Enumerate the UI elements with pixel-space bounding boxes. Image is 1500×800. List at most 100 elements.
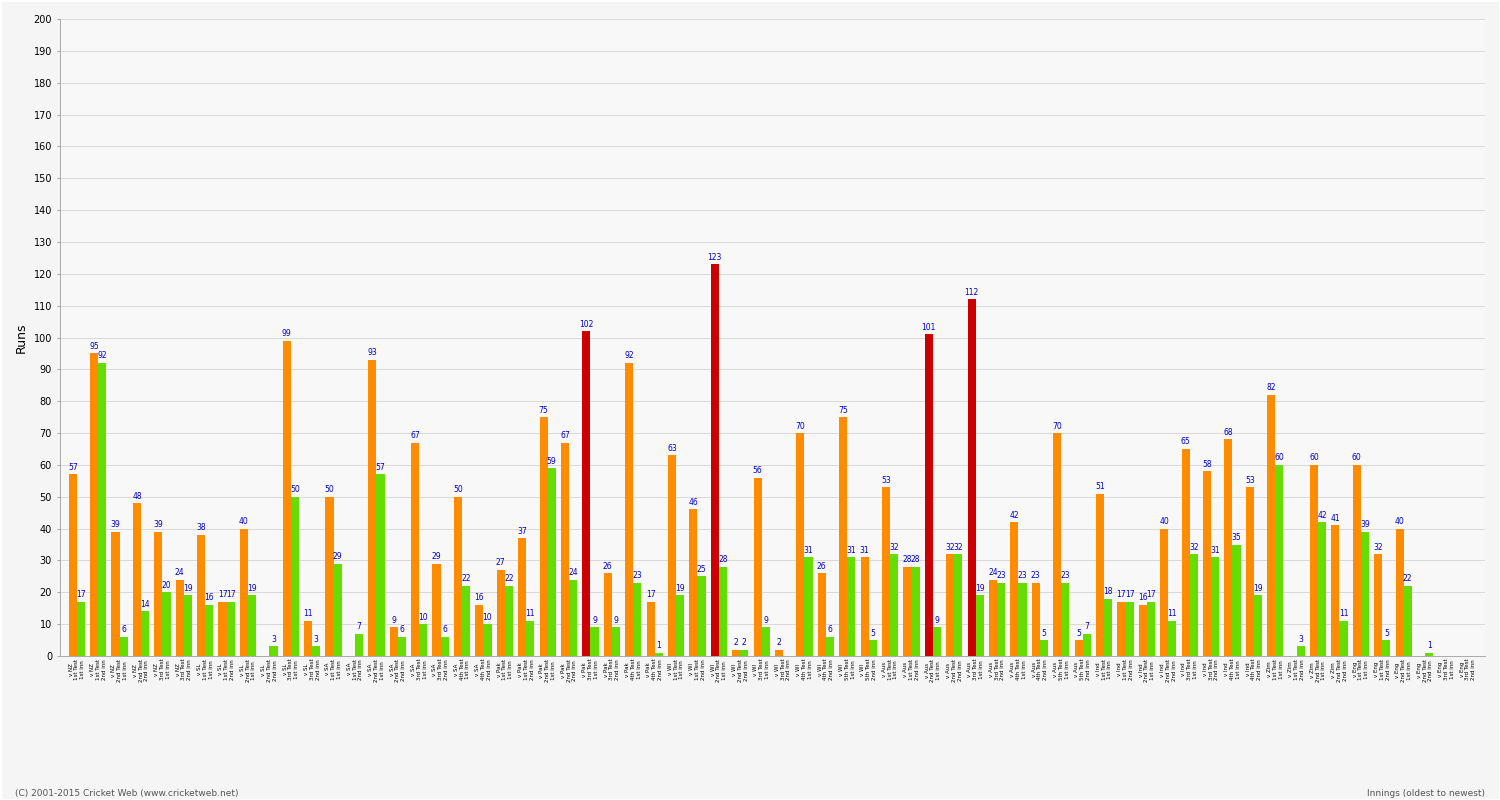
Bar <box>483 624 492 656</box>
Text: 24: 24 <box>988 568 998 577</box>
Bar <box>839 417 848 656</box>
Bar <box>561 442 568 656</box>
Bar <box>462 586 470 656</box>
Bar <box>141 611 148 656</box>
Text: 99: 99 <box>282 329 291 338</box>
Text: 5: 5 <box>1076 629 1082 638</box>
Bar <box>1404 586 1411 656</box>
Text: 60: 60 <box>1310 454 1318 462</box>
Text: 67: 67 <box>411 431 420 440</box>
Bar <box>206 605 213 656</box>
Bar <box>120 637 128 656</box>
Bar <box>441 637 448 656</box>
Bar <box>1275 465 1284 656</box>
Text: 16: 16 <box>474 594 484 602</box>
Bar <box>804 558 813 656</box>
Bar <box>796 433 804 656</box>
Text: 19: 19 <box>248 584 256 593</box>
Bar <box>1062 582 1070 656</box>
Text: 57: 57 <box>68 463 78 472</box>
Bar <box>476 605 483 656</box>
Text: 35: 35 <box>1232 533 1242 542</box>
Text: 40: 40 <box>238 517 249 526</box>
Text: 56: 56 <box>753 466 762 475</box>
Bar <box>711 264 718 656</box>
Bar <box>226 602 236 656</box>
Bar <box>1332 526 1340 656</box>
Text: 31: 31 <box>1210 546 1219 554</box>
Bar <box>732 650 740 656</box>
Bar <box>98 363 106 656</box>
Text: 51: 51 <box>1095 482 1106 491</box>
Text: 93: 93 <box>368 348 376 358</box>
Bar <box>291 497 298 656</box>
Text: 17: 17 <box>76 590 86 599</box>
Text: 9: 9 <box>592 616 597 625</box>
Text: 123: 123 <box>708 253 722 262</box>
Bar <box>1318 522 1326 656</box>
Text: 10: 10 <box>483 613 492 622</box>
Bar <box>924 334 933 656</box>
Text: 50: 50 <box>453 486 464 494</box>
Bar <box>676 595 684 656</box>
Text: 16: 16 <box>204 594 214 602</box>
Text: 32: 32 <box>945 542 956 551</box>
Text: 11: 11 <box>1167 610 1178 618</box>
Text: 29: 29 <box>432 552 441 561</box>
Bar <box>154 532 162 656</box>
Bar <box>861 558 868 656</box>
Text: 95: 95 <box>90 342 99 351</box>
Bar <box>326 497 333 656</box>
Bar <box>954 554 963 656</box>
Bar <box>304 621 312 656</box>
Bar <box>946 554 954 656</box>
Bar <box>1374 554 1383 656</box>
Text: 3: 3 <box>1299 635 1304 644</box>
Bar <box>1353 465 1360 656</box>
Text: 32: 32 <box>954 542 963 551</box>
Bar <box>506 586 513 656</box>
Text: 24: 24 <box>176 568 184 577</box>
Text: 3: 3 <box>272 635 276 644</box>
Text: 65: 65 <box>1180 438 1191 446</box>
Bar <box>184 595 192 656</box>
Bar <box>248 595 256 656</box>
Bar <box>432 564 441 656</box>
Text: 32: 32 <box>1190 542 1198 551</box>
Text: 27: 27 <box>496 558 506 567</box>
Text: 22: 22 <box>504 574 513 583</box>
Text: 39: 39 <box>1360 520 1370 530</box>
Bar <box>454 497 462 656</box>
Bar <box>282 341 291 656</box>
Bar <box>90 354 98 656</box>
Bar <box>1074 640 1083 656</box>
Bar <box>1254 595 1262 656</box>
Text: 17: 17 <box>1125 590 1134 599</box>
Bar <box>1203 471 1210 656</box>
Bar <box>890 554 898 656</box>
Text: 46: 46 <box>688 498 699 507</box>
Text: 42: 42 <box>1317 510 1328 520</box>
Bar <box>968 299 975 656</box>
Text: 6: 6 <box>442 626 447 634</box>
Text: 40: 40 <box>1160 517 1168 526</box>
Bar <box>1053 433 1062 656</box>
Bar <box>1019 582 1026 656</box>
Bar <box>1148 602 1155 656</box>
Text: 9: 9 <box>764 616 768 625</box>
Text: 37: 37 <box>518 526 526 536</box>
Bar <box>76 602 86 656</box>
Bar <box>162 592 171 656</box>
Bar <box>398 637 406 656</box>
Text: 19: 19 <box>1252 584 1263 593</box>
Bar <box>1168 621 1176 656</box>
Text: 70: 70 <box>795 422 806 430</box>
Bar <box>134 503 141 656</box>
Text: 53: 53 <box>1245 476 1254 485</box>
Text: 11: 11 <box>1340 610 1348 618</box>
Bar <box>356 634 363 656</box>
Text: 19: 19 <box>183 584 192 593</box>
Text: 22: 22 <box>462 574 471 583</box>
Text: 2: 2 <box>777 638 782 647</box>
Bar <box>626 363 633 656</box>
